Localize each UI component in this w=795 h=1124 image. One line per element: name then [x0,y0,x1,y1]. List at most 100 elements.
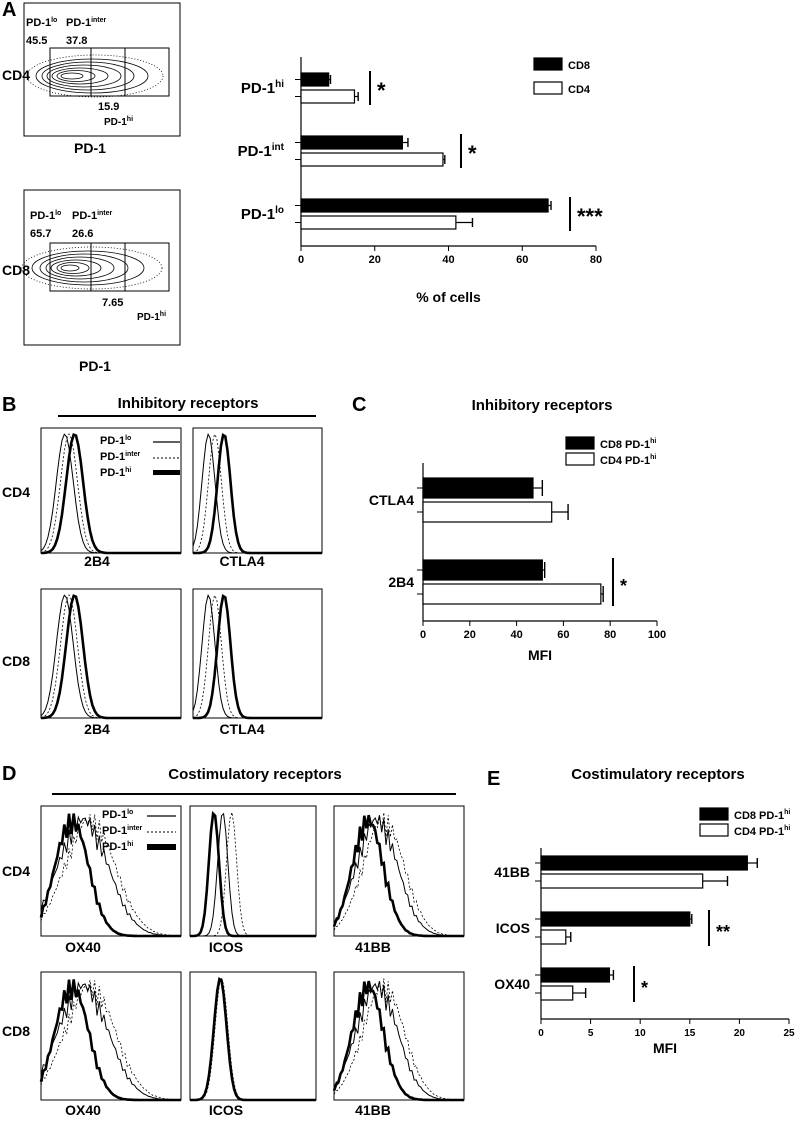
label-main: ICOS [496,920,530,936]
legend-b: PD-1lo PD-1inter PD-1hi [100,435,180,479]
row-label-cd4: CD4 [2,863,30,879]
x-tick-label: 60 [516,254,528,266]
category-label: 2B4 [388,574,414,590]
label-main: 41BB [494,864,530,880]
gate-value-hi: 15.9 [98,101,119,113]
significance-stars: * [620,576,627,596]
label-sup: hi [784,825,790,832]
histogram-grid-d [39,805,465,1102]
histogram-frame [333,805,465,937]
x-tick-label: 0 [420,629,426,641]
x-axis-title: MFI [653,1040,677,1056]
category-label: PD-1int [238,142,285,160]
bar [300,152,444,167]
legend-label: CD4 [568,84,591,96]
label-sup: hi [650,438,656,445]
row-label-cd8: CD8 [2,653,30,669]
histogram-frame [40,588,182,719]
x-tick-label: 15 [684,1028,696,1039]
histogram-curve [333,812,464,937]
legend-label: CD8 PD-1hi [734,809,790,822]
label-main: CD8 PD-1 [600,439,650,451]
label-main: CD8 [568,60,590,72]
row-label-cd8: CD8 [2,262,30,278]
category-label: PD-1hi [241,79,284,97]
bar [540,873,704,889]
contour-cd8 [21,246,163,290]
legend-swatch [699,823,729,837]
legend-swatch [533,81,563,95]
chart-title: Costimulatory receptors [571,766,744,783]
flow-plot-cd4: PD-1lo 45.5 PD-1inter 37.8 15.9 PD-1hi C… [2,2,181,156]
chart-c: 0 20 40 60 80 100 MFI Inhibitory receptors CTLA4… [369,397,666,663]
x-tick-label: 25 [783,1028,795,1039]
gate-label-hi: PD-1hi [137,311,166,323]
panel-a-letter: A [2,0,16,21]
legend-label: CD4 PD-1hi [600,454,656,467]
col-label-icos: ICOS [209,939,243,955]
panel-b-title: Inhibitory receptors [118,395,259,412]
flow-plot-frame [23,2,181,137]
bar [540,967,611,983]
col-label-icos: ICOS [209,1102,243,1118]
significance-stars: * [377,78,386,103]
contour-cd4 [26,54,164,98]
panel-d-title: Costimulatory receptors [168,766,341,783]
gate-label-lo: PD-1lo [26,17,57,29]
gate-box [49,242,170,292]
gate-value-inter: 26.6 [72,228,93,240]
row-label-cd4: CD4 [2,67,30,83]
bar [300,135,404,150]
histogram-curve [40,814,181,937]
row-label-cd4: CD4 [2,484,30,500]
legend-label: CD8 PD-1hi [600,438,656,451]
category-label: 41BB [494,864,530,880]
legend-swatch [699,807,729,821]
gate-label-hi: PD-1hi [104,116,133,128]
bar [540,911,691,927]
label-sup: int [272,142,285,153]
label-main: PD-1 [238,143,272,160]
legend-label-hi: PD-1hi [100,467,131,479]
gate-label-inter: PD-1inter [66,17,107,29]
label-main: CD4 PD-1 [600,455,650,467]
histogram-curve [190,976,316,1102]
bar [422,559,543,581]
significance-stars: *** [577,204,603,229]
histogram-curve [39,979,181,1102]
significance-stars: * [641,978,648,998]
histogram-curve [40,594,181,720]
x-axis-label: PD-1 [74,140,106,156]
significance-stars: * [468,141,477,166]
legend-label-inter: PD-1inter [100,451,141,463]
x-axis-title: MFI [528,647,552,663]
flow-plot-frame [23,189,181,346]
label-sup: hi [784,809,790,816]
legend-label-lo: PD-1lo [102,809,133,821]
col-label-2b4: 2B4 [84,721,110,737]
legend-label: CD8 [568,60,590,72]
bar [300,72,330,87]
panel-d-letter: D [2,763,16,785]
bar [300,89,356,104]
bar [540,929,567,945]
histogram-curve [40,594,181,719]
x-tick-label: 40 [510,629,522,641]
col-label-ox40: OX40 [65,1102,101,1118]
label-main: PD-1 [241,206,275,223]
histogram-frame [40,805,182,937]
legend-label-inter: PD-1inter [102,825,143,837]
label-main: CD4 PD-1 [734,826,784,838]
gate-value-inter: 37.8 [66,35,87,47]
histogram-curve [332,980,464,1102]
label-main: CD4 [568,84,591,96]
category-label: ICOS [496,920,530,936]
histogram-curve [39,813,181,938]
gate-value-hi: 7.65 [102,297,123,309]
panel-c-letter: C [352,394,366,416]
col-label-ctla4: CTLA4 [219,721,264,737]
legend-swatch [565,436,595,450]
x-axis-label: PD-1 [79,358,111,374]
label-main: CTLA4 [369,492,414,508]
